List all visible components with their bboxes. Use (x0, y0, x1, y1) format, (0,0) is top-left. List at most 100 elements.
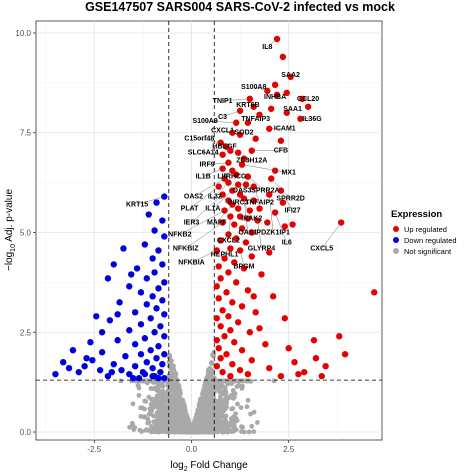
down-regulated-point (159, 297, 166, 304)
down-regulated-point (89, 356, 96, 364)
ns-point (209, 361, 215, 366)
up-regulated-point (234, 319, 242, 326)
ns-point (203, 404, 209, 410)
down-regulated-point (161, 233, 168, 240)
ns-point (209, 408, 215, 414)
up-regulated-point (336, 333, 343, 340)
up-regulated-point (273, 91, 281, 99)
ns-point (158, 403, 164, 409)
up-regulated-point (266, 249, 273, 256)
ns-point (148, 410, 153, 415)
up-regulated-point (281, 223, 289, 230)
ns-point (142, 406, 147, 412)
down-regulated-point (161, 351, 168, 358)
gene-label: IRAK2 (241, 216, 262, 223)
up-regulated-point (225, 313, 232, 320)
ns-point (205, 418, 211, 423)
down-regulated-point (131, 362, 139, 370)
gene-label: INHBA (264, 94, 286, 101)
up-regulated-point (256, 205, 263, 212)
up-regulated-point (221, 255, 228, 262)
down-regulated-point (153, 354, 160, 362)
ns-point (232, 391, 238, 397)
down-regulated-point (153, 305, 160, 312)
ns-point (197, 416, 203, 421)
down-regulated-point (161, 279, 168, 286)
up-regulated-point (291, 358, 298, 366)
down-regulated-point (141, 335, 149, 342)
chart-title: GSE147507 SARS004 SARS-CoV-2 infected vs… (85, 0, 395, 14)
down-regulated-point (151, 329, 158, 336)
up-regulated-point (215, 263, 222, 270)
down-regulated-point (159, 261, 166, 268)
up-regulated-point (219, 368, 226, 376)
ns-point (223, 419, 229, 425)
down-regulated-point (155, 285, 162, 292)
down-regulated-point (131, 309, 139, 316)
down-regulated-point (151, 269, 158, 276)
ns-point (205, 409, 211, 415)
up-regulated-point (236, 213, 244, 220)
ns-point (241, 429, 247, 435)
label-leader-line (189, 186, 219, 209)
down-regulated-point (137, 351, 145, 358)
down-regulated-point (159, 360, 166, 368)
ns-point (174, 380, 180, 386)
ns-point (248, 411, 254, 417)
up-regulated-point (240, 265, 248, 272)
ns-point (227, 422, 233, 427)
up-regulated-point (264, 219, 271, 226)
ns-point (271, 378, 277, 384)
up-regulated-point (225, 269, 232, 276)
down-regulated-point (110, 360, 117, 368)
gene-label: TNFAIP2 (245, 200, 274, 207)
down-regulated-point (143, 275, 150, 282)
ns-point (244, 404, 250, 410)
up-regulated-point (289, 221, 296, 228)
ns-point (159, 412, 165, 418)
up-regulated-point (250, 293, 257, 300)
gene-label: RHCG (226, 174, 247, 181)
ns-point (212, 378, 218, 384)
label-leader-line (203, 152, 223, 155)
ns-point (202, 384, 208, 389)
label-leader-line (185, 222, 223, 249)
ns-point (160, 388, 166, 394)
down-regulated-point (122, 353, 129, 360)
down-regulated-point (143, 301, 150, 308)
ns-point (209, 390, 215, 395)
ns-point (145, 378, 150, 384)
legend-key-not-significant (393, 248, 399, 254)
ns-point (138, 414, 144, 419)
label-leader-line (242, 164, 289, 173)
ns-point (223, 413, 229, 419)
ns-point (145, 416, 151, 422)
ns-point (240, 424, 245, 430)
down-regulated-point (65, 364, 73, 372)
up-regulated-point (213, 337, 220, 344)
up-regulated-point (236, 131, 244, 138)
down-regulated-point (52, 370, 59, 378)
up-regulated-point (229, 360, 236, 368)
legend-key-down-regulated (393, 237, 399, 243)
ns-point (210, 352, 215, 358)
legend-key-up-regulated (393, 226, 399, 232)
ns-point (136, 393, 142, 398)
ns-point (155, 396, 160, 402)
up-regulated-point (236, 366, 244, 374)
ns-point (246, 429, 252, 435)
gene-label: BPGM (233, 263, 254, 270)
ns-point (156, 387, 162, 393)
gene-label: HEPHL1 (211, 251, 239, 258)
down-regulated-point (161, 333, 168, 340)
gene-label: SPRR2D (276, 196, 304, 203)
up-regulated-point (266, 364, 273, 372)
ns-point (180, 397, 186, 403)
down-regulated-point (129, 374, 137, 382)
ns-point (238, 405, 244, 410)
up-regulated-point (283, 109, 290, 116)
down-regulated-point (141, 241, 149, 248)
down-regulated-point (131, 341, 139, 348)
gene-label: SPRR2A (251, 188, 279, 195)
down-regulated-point (69, 347, 77, 354)
